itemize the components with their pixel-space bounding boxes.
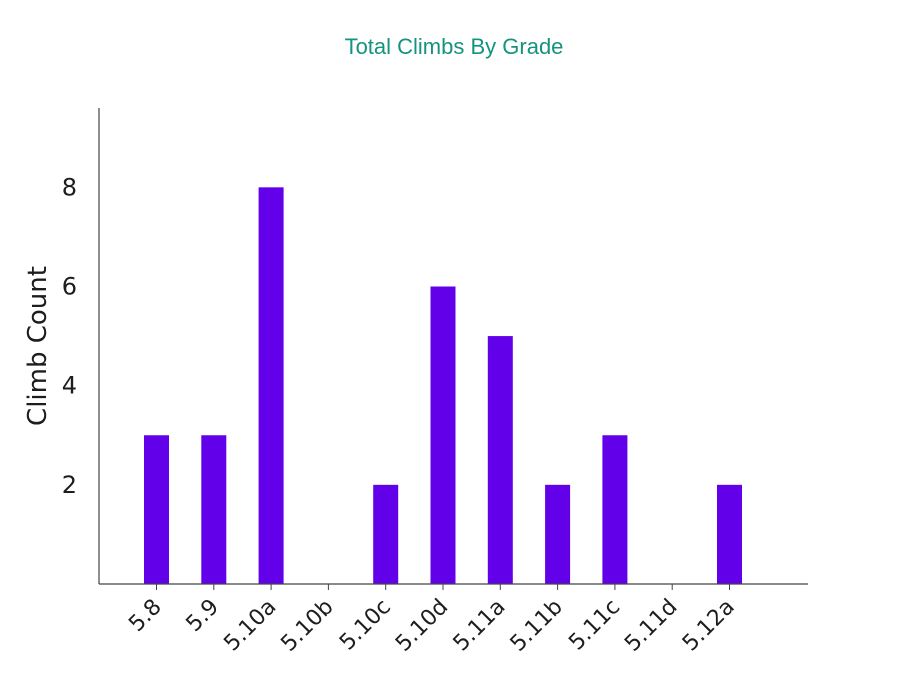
x-tick-label: 5.8	[124, 595, 166, 637]
x-tick-label: 5.11d	[620, 595, 682, 657]
y-axis-ticks: 2 4 6 8	[62, 173, 77, 499]
x-tick-label: 5.11a	[449, 595, 511, 657]
bar-5.9	[201, 435, 227, 584]
bar-5.10a	[258, 187, 284, 585]
bar-5.11b	[545, 484, 571, 584]
bar-5.12a	[717, 484, 742, 584]
x-tick-label: 5.11c	[564, 595, 625, 656]
y-axis-label: Climb Count	[23, 266, 53, 426]
y-tick-label: 4	[62, 372, 77, 400]
x-tick-label: 5.12a	[678, 595, 740, 657]
y-tick-label: 2	[62, 471, 77, 499]
x-tick-label: 5.11b	[506, 595, 568, 657]
x-tick-label: 5.10b	[276, 595, 338, 657]
x-tick-label: 5.10a	[219, 595, 281, 657]
bar-5.8	[144, 435, 169, 584]
x-tick-label: 5.10d	[391, 595, 453, 657]
x-tick-label: 5.9	[182, 595, 224, 637]
y-tick-label: 8	[62, 173, 77, 201]
bar-5.10d	[430, 286, 456, 584]
y-tick-label: 6	[62, 273, 77, 301]
bar-5.10c	[373, 484, 399, 584]
bars	[144, 187, 742, 585]
bar-5.11c	[602, 435, 628, 584]
x-tick-label: 5.10c	[335, 595, 396, 656]
bar-5.11a	[487, 336, 513, 584]
chart-title: Total Climbs By Grade	[345, 34, 564, 59]
x-axis-ticks: 5.8 5.95.10a5.10b5.10c5.10d5.11a5.11b5.11…	[124, 584, 740, 657]
